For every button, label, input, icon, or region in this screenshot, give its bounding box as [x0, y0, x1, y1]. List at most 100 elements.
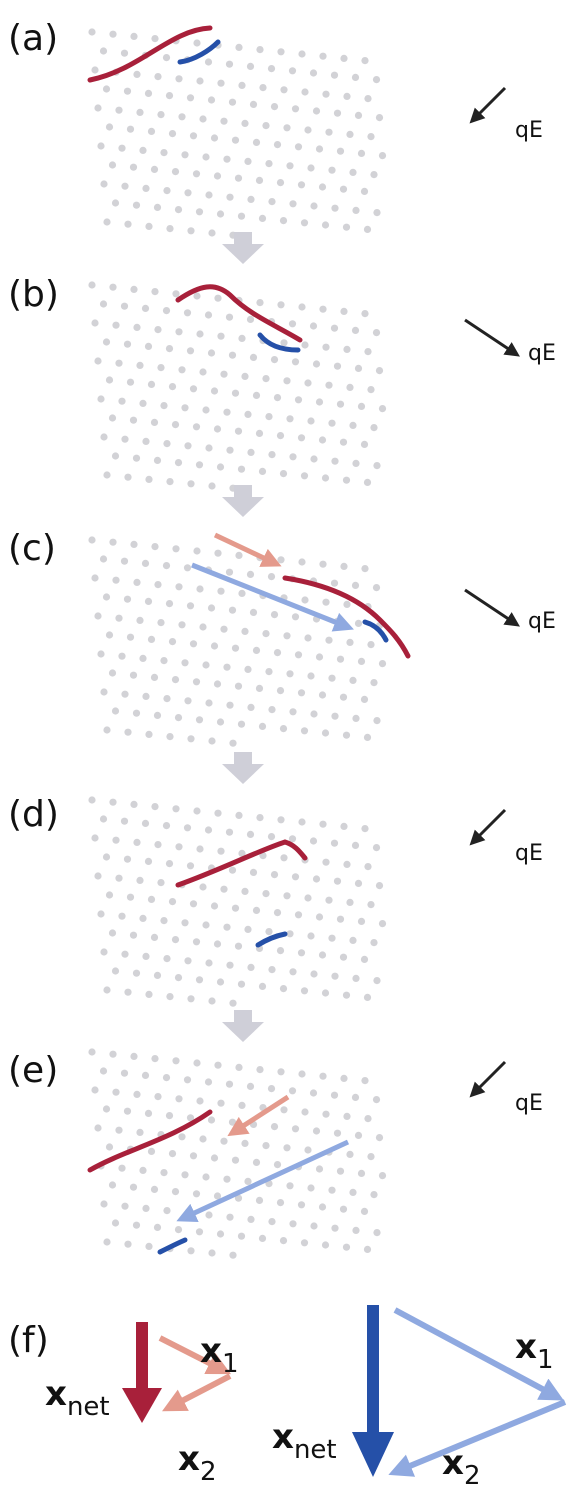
lattice-dot [373, 717, 380, 724]
lattice-dot [205, 1211, 212, 1218]
lattice-dot [331, 72, 338, 79]
panel-label: (a) [8, 18, 58, 59]
lattice-dot [265, 668, 272, 675]
lattice-dot [133, 710, 140, 717]
lattice-dot [226, 829, 233, 836]
lattice-dot [136, 877, 143, 884]
lattice-dot [187, 1247, 194, 1254]
lattice-dot [229, 1000, 236, 1007]
lattice-dot [103, 986, 110, 993]
lattice-dot [244, 411, 251, 418]
lattice-dot [277, 1068, 284, 1075]
lattice-dot [265, 413, 272, 420]
lattice-dot [88, 28, 95, 35]
symbol: x [272, 1417, 294, 1457]
lattice-dot [205, 826, 212, 833]
lattice-dot [370, 171, 377, 178]
lattice-dot [340, 186, 347, 193]
lattice-dot [274, 1161, 281, 1168]
lattice-dot [178, 1133, 185, 1140]
lattice-dot [328, 1187, 335, 1194]
lattice-dot [94, 1124, 101, 1131]
lattice-dot [175, 459, 182, 466]
lattice-dot [253, 139, 260, 146]
lattice-dot [280, 854, 287, 861]
lattice-dot [196, 1097, 203, 1104]
lattice-dot [127, 634, 134, 641]
lattice-dot [271, 103, 278, 110]
lattice-dot [361, 57, 368, 64]
lattice-dot [229, 607, 236, 614]
lattice-dot [145, 991, 152, 998]
lattice-dot [253, 907, 260, 914]
lattice-dot [277, 556, 284, 563]
lattice-dot [175, 328, 182, 335]
lattice-dot [343, 93, 350, 100]
lattice-dot [232, 905, 239, 912]
lattice-dot [343, 224, 350, 231]
lattice-dot [115, 615, 122, 622]
lattice-dot [187, 862, 194, 869]
field-label: qE [528, 341, 556, 366]
lattice-dot [133, 455, 140, 462]
lattice-dot [235, 812, 242, 819]
lattice-dot [256, 1197, 263, 1204]
lattice-dot [283, 892, 290, 899]
lattice-dot [193, 1059, 200, 1066]
lattice-dot [130, 672, 137, 679]
lattice-dot [343, 1244, 350, 1251]
lattice-dot [361, 825, 368, 832]
lattice-dot [373, 76, 380, 83]
red-chain [285, 578, 408, 656]
lattice-dot [100, 555, 107, 562]
lattice-dot [286, 1182, 293, 1189]
lattice-dot [313, 107, 320, 114]
lattice-dot [139, 400, 146, 407]
lattice-dot [373, 329, 380, 336]
lattice-dot [268, 966, 275, 973]
lattice-dot [277, 301, 284, 308]
lattice-dot [166, 860, 173, 867]
lattice-dot [109, 414, 116, 421]
lattice-dot [379, 660, 386, 667]
lattice-dot [103, 853, 110, 860]
lattice-dot [376, 367, 383, 374]
lattice-dot [247, 704, 254, 711]
lattice-dot [109, 669, 116, 676]
lattice-dot [328, 675, 335, 682]
lattice-dot [160, 149, 167, 156]
lattice-dot [340, 563, 347, 570]
lattice-dot [175, 206, 182, 213]
lattice-dot [190, 132, 197, 139]
lattice-dot [370, 679, 377, 686]
lattice-dot [274, 909, 281, 916]
lattice-dot [313, 875, 320, 882]
lattice-dot [226, 1081, 233, 1088]
lattice-dot [367, 133, 374, 140]
lattice-dot [256, 685, 263, 692]
lattice-dot [127, 379, 134, 386]
lattice-dot [145, 1243, 152, 1250]
lattice-dot [112, 1219, 119, 1226]
lattice-dot [160, 657, 167, 664]
lattice-dot [148, 896, 155, 903]
lattice-dot [265, 160, 272, 167]
lattice-dot [268, 198, 275, 205]
lattice-dot [103, 218, 110, 225]
lattice-dot [202, 921, 209, 928]
field-arrow [478, 1062, 505, 1089]
lattice-dot [223, 156, 230, 163]
lattice-dot [118, 145, 125, 152]
lattice-dot [133, 71, 140, 78]
lattice-dot [361, 310, 368, 317]
lattice-dot [331, 205, 338, 212]
lattice-dot [280, 1237, 287, 1244]
lattice-dot [193, 678, 200, 685]
lattice-dot [97, 910, 104, 917]
lattice-dot [307, 164, 314, 171]
lattice-dot [304, 126, 311, 133]
lattice-dot [298, 1201, 305, 1208]
lattice-dot [112, 577, 119, 584]
lattice-dot [253, 392, 260, 399]
lattice-dot [373, 584, 380, 591]
